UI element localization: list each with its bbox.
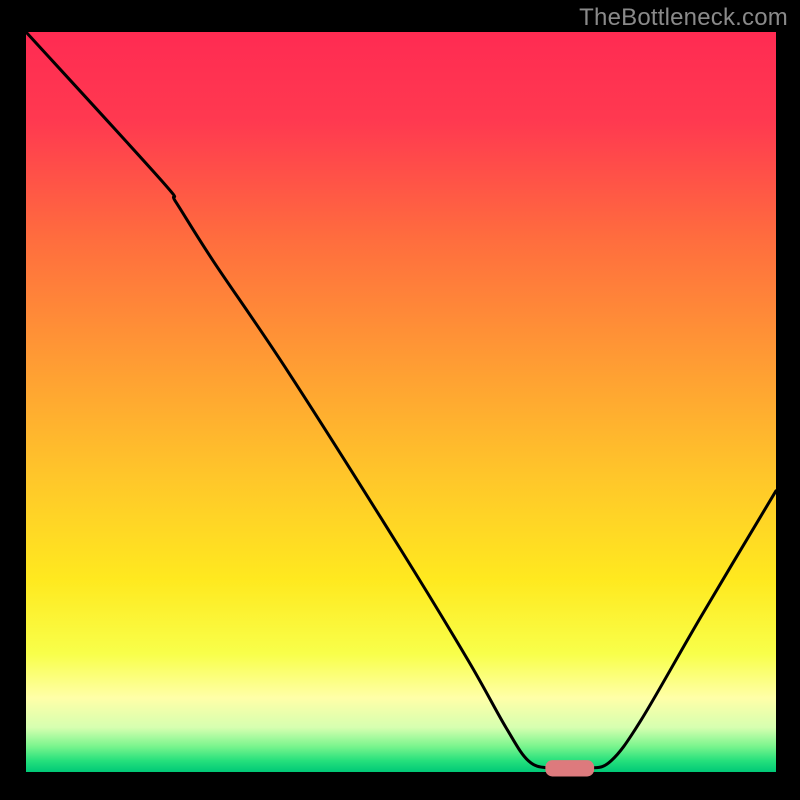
optimal-marker [545, 760, 594, 776]
chart-container: TheBottleneck.com [0, 0, 800, 800]
bottleneck-chart [0, 0, 800, 800]
watermark-text: TheBottleneck.com [579, 4, 788, 32]
chart-plot-area [26, 32, 776, 772]
